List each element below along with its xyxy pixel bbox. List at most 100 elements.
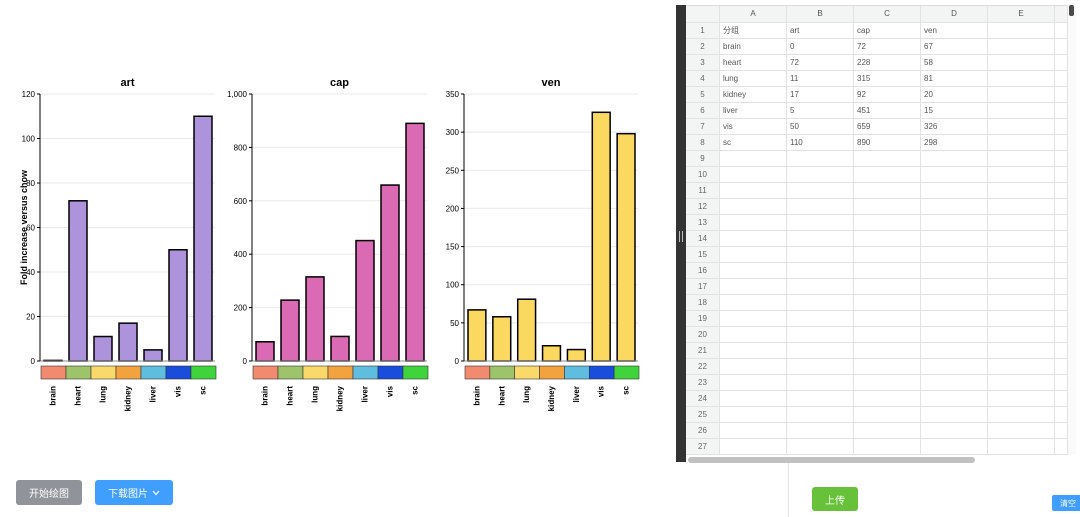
row-header[interactable]: 25 bbox=[686, 407, 720, 423]
sheet-cell[interactable] bbox=[988, 119, 1055, 135]
sheet-cell[interactable] bbox=[988, 295, 1055, 311]
sheet-cell[interactable] bbox=[921, 263, 988, 279]
sheet-cell[interactable] bbox=[854, 231, 921, 247]
sheet-cell[interactable] bbox=[921, 407, 988, 423]
sheet-cell[interactable] bbox=[988, 151, 1055, 167]
sheet-cell[interactable] bbox=[1055, 263, 1068, 279]
sheet-cell[interactable] bbox=[720, 215, 787, 231]
sheet-cell[interactable] bbox=[988, 55, 1055, 71]
row-header[interactable]: 8 bbox=[686, 135, 720, 151]
sheet-cell[interactable] bbox=[921, 295, 988, 311]
sheet-cell[interactable] bbox=[1055, 215, 1068, 231]
sheet-cell[interactable] bbox=[854, 279, 921, 295]
sheet-cell[interactable] bbox=[988, 71, 1055, 87]
sheet-cell[interactable] bbox=[921, 327, 988, 343]
sheet-cell[interactable] bbox=[720, 279, 787, 295]
sheet-cell[interactable] bbox=[1055, 295, 1068, 311]
sheet-cell[interactable] bbox=[787, 359, 854, 375]
drag-handle-icon[interactable] bbox=[678, 231, 684, 242]
sheet-cell[interactable] bbox=[988, 247, 1055, 263]
sheet-cell[interactable]: 298 bbox=[921, 135, 988, 151]
sheet-cell[interactable] bbox=[787, 311, 854, 327]
sheet-cell[interactable] bbox=[787, 231, 854, 247]
column-header-E[interactable]: E bbox=[988, 6, 1055, 23]
column-header-B[interactable]: B bbox=[787, 6, 854, 23]
sheet-cell[interactable] bbox=[1055, 343, 1068, 359]
sheet-cell[interactable] bbox=[988, 327, 1055, 343]
sheet-cell[interactable] bbox=[1055, 103, 1068, 119]
sheet-cell[interactable] bbox=[988, 39, 1055, 55]
sheet-cell[interactable] bbox=[988, 215, 1055, 231]
sheet-cell[interactable]: sc bbox=[720, 135, 787, 151]
sheet-cell[interactable] bbox=[921, 359, 988, 375]
sheet-cell[interactable] bbox=[720, 391, 787, 407]
sheet-cell[interactable]: 20 bbox=[921, 87, 988, 103]
sheet-cell[interactable] bbox=[1055, 311, 1068, 327]
sheet-cell[interactable] bbox=[988, 167, 1055, 183]
row-header[interactable]: 27 bbox=[686, 439, 720, 455]
sheet-cell[interactable] bbox=[854, 247, 921, 263]
sheet-cell[interactable] bbox=[1055, 71, 1068, 87]
sheet-cell[interactable] bbox=[854, 423, 921, 439]
sheet-cell[interactable]: vis bbox=[720, 119, 787, 135]
sheet-cell[interactable] bbox=[1055, 151, 1068, 167]
sheet-cell[interactable] bbox=[720, 423, 787, 439]
sheet-cell[interactable] bbox=[988, 375, 1055, 391]
row-header[interactable]: 21 bbox=[686, 343, 720, 359]
upload-button[interactable]: 上传 bbox=[812, 487, 858, 511]
sheet-cell[interactable]: 81 bbox=[921, 71, 988, 87]
row-header[interactable]: 11 bbox=[686, 183, 720, 199]
sheet-cell[interactable] bbox=[988, 87, 1055, 103]
sheet-cell[interactable] bbox=[988, 439, 1055, 455]
row-header[interactable]: 24 bbox=[686, 391, 720, 407]
sheet-cell[interactable]: 67 bbox=[921, 39, 988, 55]
column-header-A[interactable]: A bbox=[720, 6, 787, 23]
sheet-cell[interactable] bbox=[921, 423, 988, 439]
sheet-cell[interactable]: art bbox=[787, 23, 854, 39]
sheet-cell[interactable] bbox=[988, 199, 1055, 215]
row-header[interactable]: 1 bbox=[686, 23, 720, 39]
sheet-cell[interactable]: 15 bbox=[921, 103, 988, 119]
sheet-cell[interactable] bbox=[1055, 87, 1068, 103]
sheet-cell[interactable] bbox=[1055, 279, 1068, 295]
sheet-cell[interactable] bbox=[1055, 423, 1068, 439]
sheet-cell[interactable]: 17 bbox=[787, 87, 854, 103]
row-header[interactable]: 9 bbox=[686, 151, 720, 167]
sheet-cell[interactable] bbox=[1055, 39, 1068, 55]
start-drawing-button[interactable]: 开始绘图 bbox=[16, 480, 82, 505]
sheet-cell[interactable] bbox=[787, 183, 854, 199]
sheet-cell[interactable] bbox=[988, 343, 1055, 359]
row-header[interactable]: 13 bbox=[686, 215, 720, 231]
sheet-cell[interactable] bbox=[787, 407, 854, 423]
panel-splitter[interactable] bbox=[676, 5, 686, 462]
sheet-cell[interactable]: 分组 bbox=[720, 23, 787, 39]
sheet-cell[interactable] bbox=[988, 423, 1055, 439]
sheet-cell[interactable] bbox=[787, 423, 854, 439]
sheet-cell[interactable] bbox=[854, 311, 921, 327]
sheet-cell[interactable] bbox=[720, 199, 787, 215]
sheet-cell[interactable]: cap bbox=[854, 23, 921, 39]
row-header[interactable]: 18 bbox=[686, 295, 720, 311]
row-header[interactable]: 5 bbox=[686, 87, 720, 103]
row-header[interactable]: 10 bbox=[686, 167, 720, 183]
sheet-cell[interactable] bbox=[988, 23, 1055, 39]
sheet-cell[interactable] bbox=[988, 135, 1055, 151]
sheet-cell[interactable] bbox=[787, 375, 854, 391]
sheet-cell[interactable] bbox=[720, 183, 787, 199]
sheet-cell[interactable] bbox=[787, 247, 854, 263]
row-header[interactable]: 26 bbox=[686, 423, 720, 439]
sheet-cell[interactable] bbox=[720, 343, 787, 359]
row-header[interactable]: 2 bbox=[686, 39, 720, 55]
sheet-cell[interactable]: 72 bbox=[787, 55, 854, 71]
vertical-scrollbar[interactable] bbox=[1068, 5, 1076, 455]
sheet-cell[interactable] bbox=[921, 151, 988, 167]
sheet-cell[interactable] bbox=[787, 215, 854, 231]
sheet-cell[interactable]: ven bbox=[921, 23, 988, 39]
sheet-cell[interactable] bbox=[988, 183, 1055, 199]
vertical-scrollbar-thumb[interactable] bbox=[1069, 5, 1074, 16]
row-header[interactable]: 22 bbox=[686, 359, 720, 375]
sheet-cell[interactable]: 326 bbox=[921, 119, 988, 135]
sheet-cell[interactable] bbox=[720, 247, 787, 263]
sheet-cell[interactable] bbox=[720, 295, 787, 311]
sheet-cell[interactable]: 890 bbox=[854, 135, 921, 151]
